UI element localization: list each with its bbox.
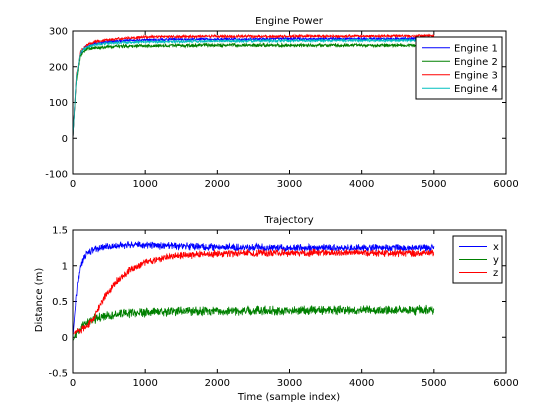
engine-power-title: Engine Power [255, 16, 324, 27]
x-tick-label: 2000 [205, 378, 230, 389]
y-tick-label: 200 [49, 62, 68, 73]
trajectory-ylabel: Distance (m) [34, 268, 45, 333]
legend-label: Engine 1 [454, 43, 498, 54]
y-tick-label: 300 [49, 27, 68, 38]
x-tick-label: 3000 [277, 179, 302, 190]
x-tick-label: 5000 [421, 378, 446, 389]
legend-label: Engine 2 [454, 57, 498, 68]
series-line-engine-1 [72, 35, 435, 139]
x-tick-label: 0 [70, 378, 76, 389]
series-line-engine-3 [72, 33, 435, 139]
x-tick-label: 3000 [277, 378, 302, 389]
legend-label: Engine 3 [454, 70, 498, 81]
series-line-engine-4 [72, 37, 435, 139]
trajectory-lines [72, 240, 435, 342]
legend-label: y [493, 255, 499, 266]
engine-power-axes: Engine Power 0 1000 2000 3000 4000 5000 6000-1… [45, 16, 518, 190]
x-tick-label: 4000 [349, 179, 374, 190]
x-tick-label: 1000 [132, 179, 157, 190]
y-tick-label: 0.5 [52, 297, 68, 308]
series-line-y [72, 304, 435, 342]
trajectory-frame [72, 229, 507, 374]
x-tick-label: 5000 [421, 179, 446, 190]
legend-label: Engine 4 [454, 84, 498, 95]
y-tick-label: 100 [49, 98, 68, 109]
trajectory-xlabel: Time (sample index) [237, 392, 340, 403]
engine-power-legend: Engine 1 Engine 2 Engine 3 Engine 4 [415, 36, 503, 100]
engine-power-frame [72, 30, 507, 175]
series-line-engine-2 [72, 41, 435, 139]
legend-label: x [493, 242, 499, 253]
x-tick-label: 0 [70, 179, 76, 190]
x-tick-label: 2000 [205, 179, 230, 190]
x-tick-label: 6000 [493, 179, 518, 190]
trajectory-axes: Trajectory Time (sample index) Distance … [34, 215, 519, 403]
trajectory-legend: xyz [452, 235, 503, 284]
y-tick-label: 0 [62, 333, 68, 344]
legend-label: z [493, 268, 498, 279]
x-tick-label: 4000 [349, 378, 374, 389]
y-tick-label: 1 [62, 261, 68, 272]
y-tick-label: -0.5 [48, 369, 68, 380]
y-tick-label: 0 [62, 134, 68, 145]
series-line-z [72, 248, 435, 335]
trajectory-title: Trajectory [263, 215, 313, 226]
x-tick-label: 1000 [132, 378, 157, 389]
y-tick-label: 1.5 [52, 226, 68, 237]
x-tick-label: 6000 [493, 378, 518, 389]
series-line-x [72, 240, 435, 338]
y-tick-label: -100 [45, 170, 68, 181]
engine-power-lines [72, 33, 435, 139]
